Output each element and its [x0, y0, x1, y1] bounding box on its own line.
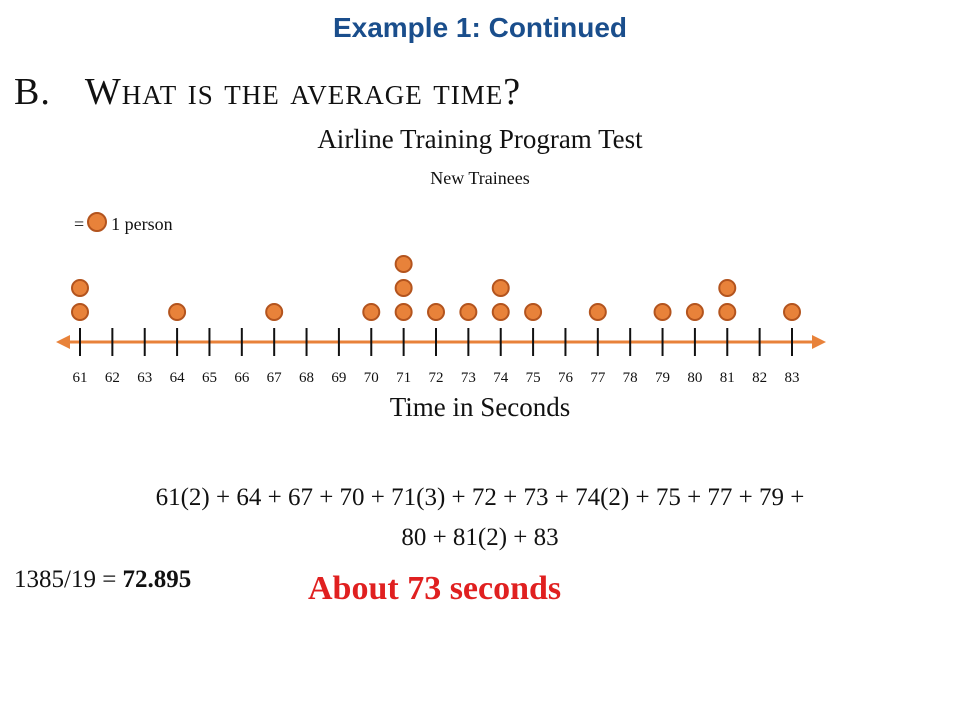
data-dot [718, 279, 737, 297]
axis-arrow-right-icon [812, 335, 826, 349]
data-dot [394, 303, 413, 321]
legend-dot-icon [87, 212, 108, 232]
data-dot [491, 303, 510, 321]
equation-line-2: 80 + 81(2) + 83 [401, 524, 559, 551]
chart-legend: = 1 person [74, 212, 173, 235]
data-dot [394, 255, 413, 273]
data-dot [524, 303, 543, 321]
sum-equation: 61(2) + 64 + 67 + 70 + 71(3) + 72 + 73 +… [0, 478, 960, 558]
example-title: Example 1: Continued [332, 12, 628, 43]
question-letter: B. [14, 71, 51, 113]
x-tick-label: 70 [364, 370, 379, 386]
x-tick-label: 63 [137, 370, 152, 386]
data-dot [394, 279, 413, 297]
x-axis-title: Time in Seconds [389, 392, 571, 422]
x-tick-label: 79 [655, 370, 670, 386]
axis-arrow-left-icon [56, 335, 70, 349]
result-value: 72.895 [122, 566, 192, 593]
x-tick-label: 62 [105, 370, 120, 386]
x-tick-label: 76 [558, 370, 574, 386]
legend-equals: = [74, 214, 85, 234]
x-tick-label: 81 [720, 370, 735, 386]
x-tick-label: 73 [461, 370, 476, 386]
question-heading: B. What is the average time? [14, 70, 521, 114]
x-tick-label: 69 [331, 370, 346, 386]
average-result: 1385/19 = 72.895 [14, 566, 191, 594]
x-tick-label: 71 [396, 370, 411, 386]
x-tick-label: 65 [202, 370, 217, 386]
data-dot [362, 303, 381, 321]
x-tick-label: 68 [299, 370, 314, 386]
line-plot: 61 62 63 64 65 66 67 68 69 70 71 72 73 74 75 76 77 78 79 80… [56, 255, 826, 386]
data-dot [588, 303, 607, 321]
x-tick-label: 64 [170, 370, 186, 386]
x-tick-label: 75 [526, 370, 541, 386]
data-dot [653, 303, 672, 321]
x-tick-label: 82 [752, 370, 767, 386]
result-expression: 1385/19 = [14, 566, 123, 593]
data-dot [491, 279, 510, 297]
equation-line-1: 61(2) + 64 + 67 + 70 + 71(3) + 72 + 73 +… [155, 484, 805, 511]
data-dot [685, 303, 704, 321]
data-dot [265, 303, 284, 321]
x-tick-label: 77 [590, 370, 606, 386]
data-dot [71, 303, 89, 321]
data-dot [459, 303, 478, 321]
x-tick-label: 66 [234, 370, 250, 386]
x-tick-label: 80 [687, 370, 702, 386]
legend-label: 1 person [111, 214, 173, 234]
data-dot [718, 303, 737, 321]
x-tick-label: 74 [493, 370, 509, 386]
chart-title: Airline Training Program Test [317, 124, 643, 154]
x-tick-label: 83 [785, 370, 800, 386]
data-dot [71, 279, 89, 297]
data-dot [783, 303, 801, 321]
chart-subtitle: New Trainees [430, 168, 530, 188]
x-tick-label: 78 [623, 370, 638, 386]
data-dot [168, 303, 187, 321]
data-dot [427, 303, 445, 321]
question-text: What is the average time? [84, 71, 522, 113]
answer-text: About 73 seconds [308, 570, 562, 607]
x-tick-label: 72 [429, 370, 444, 386]
x-tick-label: 61 [73, 370, 88, 386]
x-tick-label: 67 [267, 370, 283, 386]
